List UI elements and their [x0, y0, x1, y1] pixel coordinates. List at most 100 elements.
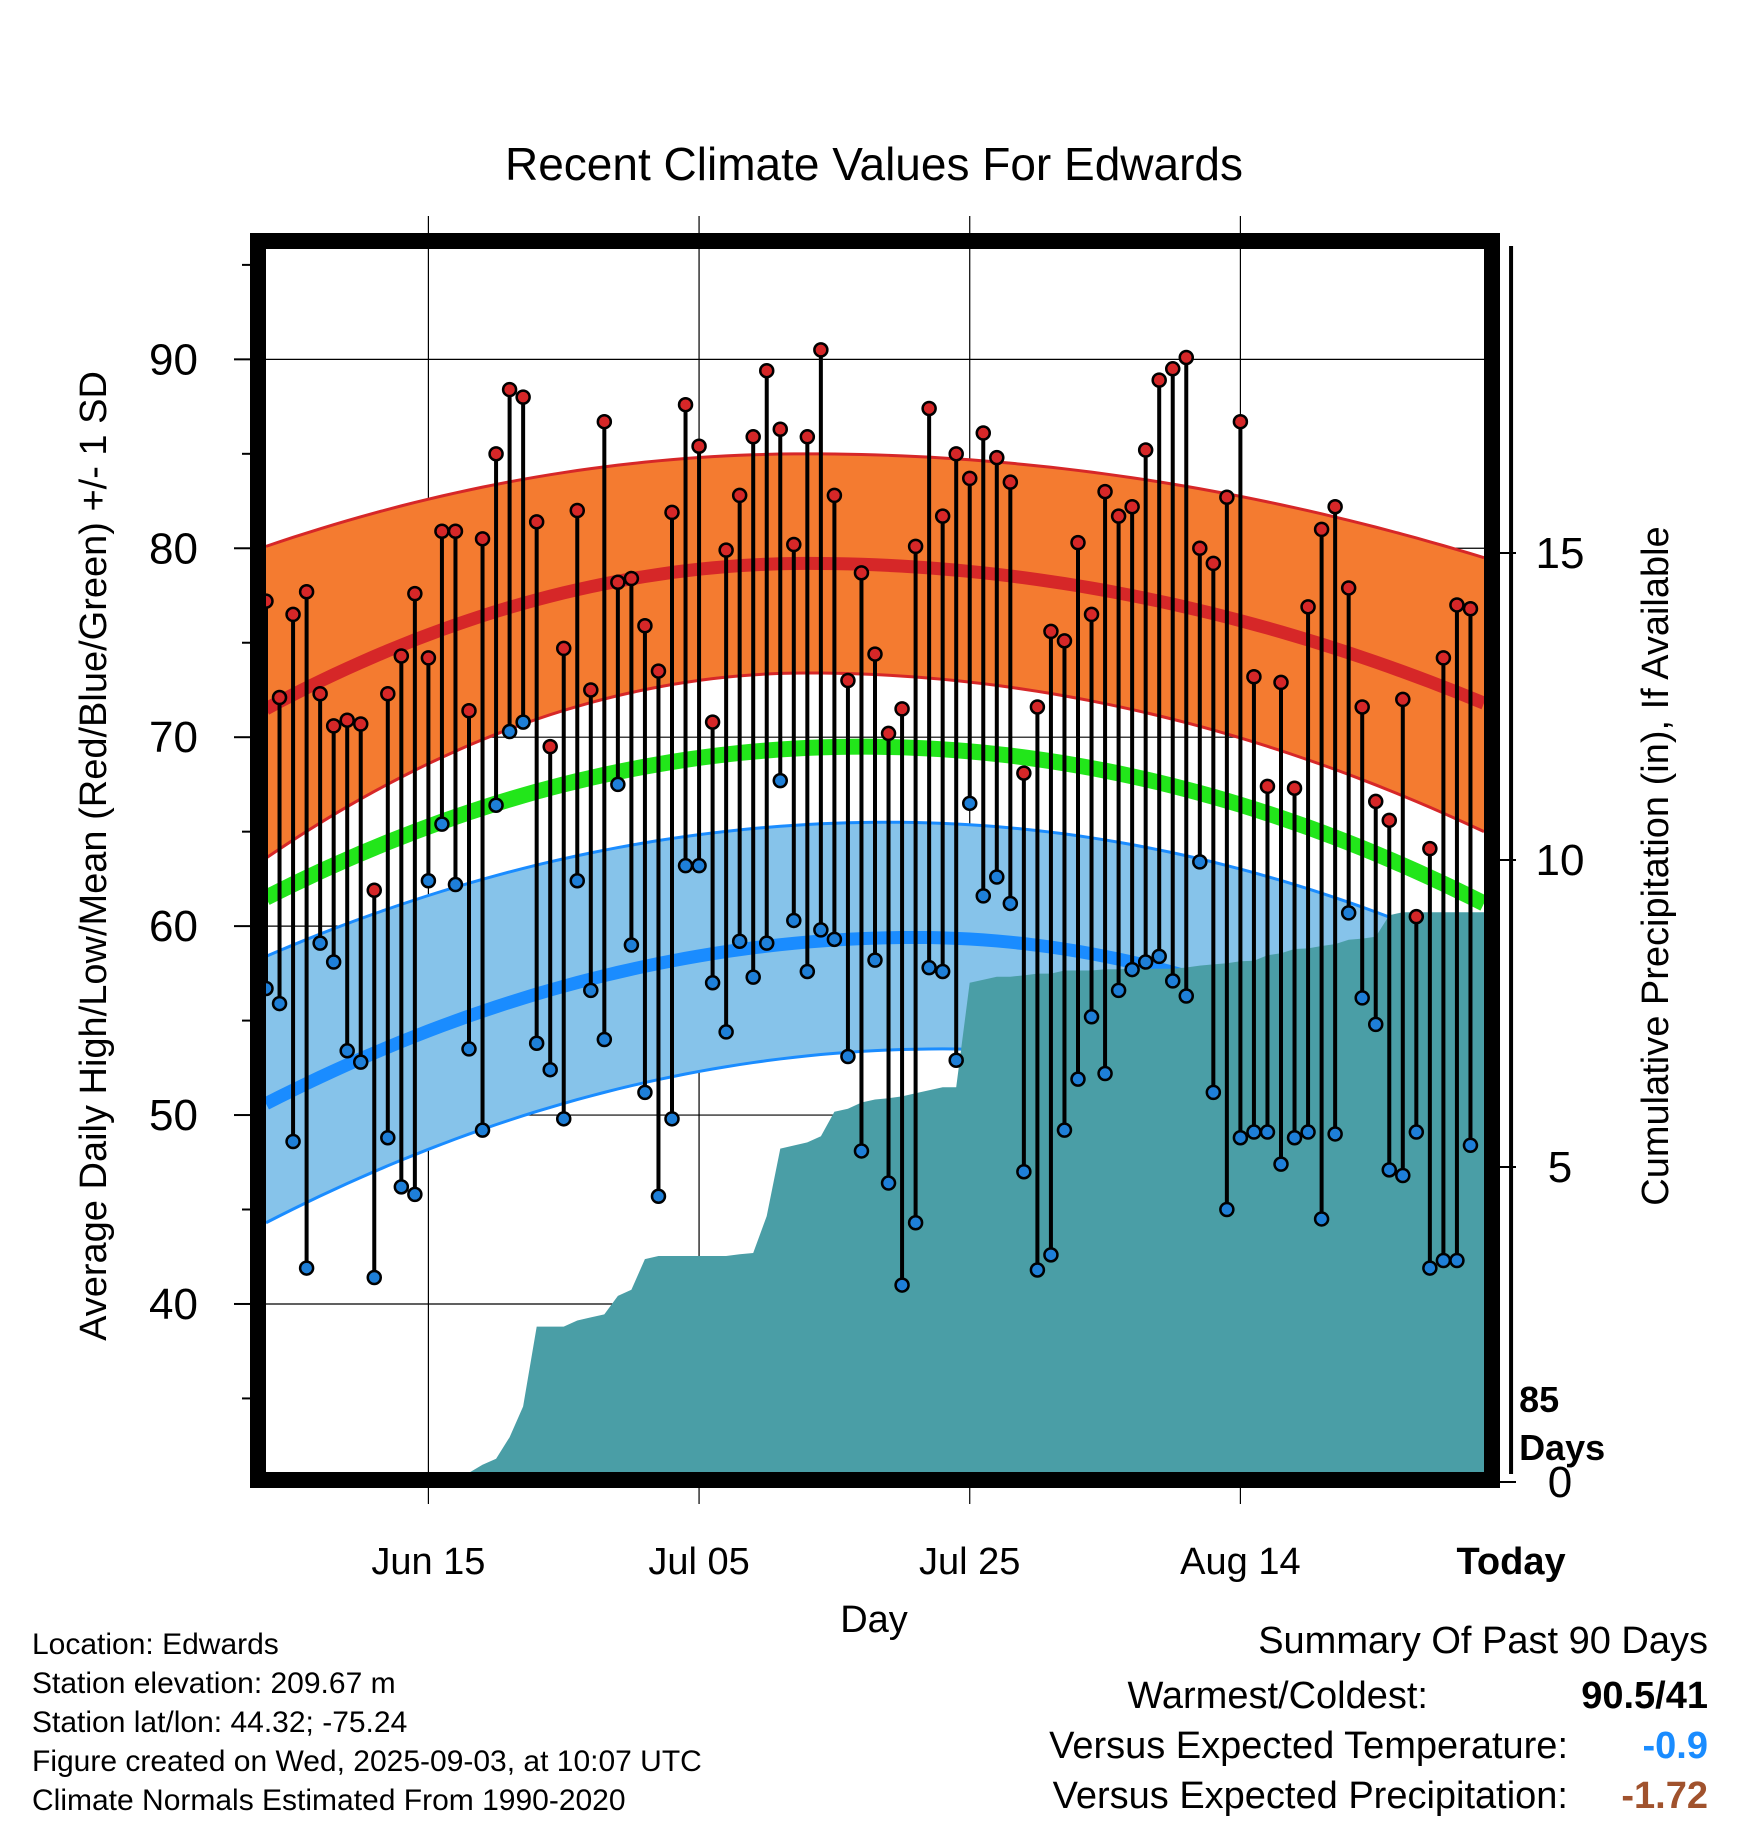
low-point-33 [704, 975, 721, 991]
low-point-2 [285, 1133, 301, 1150]
footer-created: Figure created on Wed, 2025-09-03, at 10… [32, 1745, 702, 1778]
low-point-44 [853, 1143, 870, 1159]
high-point-28 [637, 617, 653, 634]
low-point-20 [528, 1035, 545, 1052]
low-point-47 [894, 1277, 910, 1293]
high-point-30 [664, 504, 680, 521]
low-point-31 [677, 857, 694, 874]
low-point-23 [569, 873, 586, 889]
low-point-15 [461, 1041, 477, 1057]
y-tick-label-80: 80 [149, 524, 198, 573]
summary-title: Summary Of Past 90 Days [1258, 1620, 1708, 1662]
low-point-12 [420, 873, 437, 889]
high-point-41 [813, 342, 829, 358]
high-point-44 [853, 565, 870, 581]
low-point-63 [1110, 982, 1127, 999]
high-point-55 [1002, 474, 1019, 490]
high-point-6 [339, 712, 355, 728]
low-sd-band [266, 822, 1484, 1240]
high-point-49 [921, 400, 937, 417]
chart-title: Recent Climate Values For Edwards [505, 138, 1243, 190]
high-point-72 [1232, 413, 1249, 430]
high-point-18 [501, 381, 518, 398]
today-annotation-1: Days [1519, 1427, 1605, 1468]
high-point-9 [380, 685, 396, 702]
low-point-32 [691, 857, 707, 874]
high-point-83 [1381, 812, 1398, 829]
plot-frame [250, 233, 1500, 1488]
low-point-51 [948, 1052, 964, 1069]
low-point-7 [352, 1054, 369, 1070]
low-point-58 [1043, 1247, 1059, 1263]
low-point-50 [934, 963, 951, 980]
high-point-82 [1367, 793, 1384, 810]
high-point-29 [650, 663, 667, 679]
high-point-21 [542, 738, 558, 755]
low-point-75 [1273, 1156, 1289, 1172]
low-point-85 [1408, 1124, 1425, 1140]
low-point-54 [989, 869, 1005, 885]
high-point-27 [623, 570, 640, 587]
low-point-29 [650, 1188, 667, 1205]
high-point-70 [1205, 555, 1222, 572]
high-point-12 [420, 650, 437, 666]
low-point-38 [772, 772, 789, 789]
high-point-66 [1151, 372, 1167, 388]
high-point-38 [772, 421, 789, 438]
footer-normals: Climate Normals Estimated From 1990-2020 [32, 1784, 626, 1817]
high-point-46 [880, 725, 897, 742]
high-point-37 [758, 362, 775, 379]
high-point-69 [1192, 540, 1208, 557]
high-point-80 [1340, 580, 1357, 596]
summary-precip-label: Versus Expected Precipitation: [1052, 1775, 1568, 1817]
high-point-40 [799, 429, 816, 445]
low-point-64 [1124, 961, 1140, 978]
low-point-18 [501, 723, 518, 740]
low-point-21 [542, 1061, 558, 1078]
footer-elevation: Station elevation: 209.67 m [32, 1667, 396, 1700]
low-point-19 [515, 714, 531, 730]
high-point-34 [718, 542, 734, 558]
high-point-7 [352, 716, 369, 732]
low-point-17 [488, 797, 504, 813]
high-point-3 [298, 583, 315, 600]
low-point-81 [1354, 990, 1370, 1006]
low-point-16 [474, 1122, 491, 1138]
x-tick-label-1: Jul 05 [648, 1541, 749, 1583]
summary-temp-label: Versus Expected Temperature: [1049, 1725, 1568, 1767]
high-point-16 [474, 531, 491, 547]
summary-temp-value: -0.9 [1642, 1725, 1708, 1767]
high-point-32 [691, 438, 707, 455]
low-point-9 [380, 1129, 396, 1146]
low-point-57 [1029, 1262, 1046, 1278]
high-point-84 [1395, 691, 1411, 708]
low-point-60 [1070, 1071, 1086, 1087]
low-point-88 [1449, 1252, 1465, 1269]
low-point-61 [1083, 1009, 1100, 1025]
summary-warmest-coldest-label: Warmest/Coldest: [1127, 1675, 1428, 1717]
summary-warmest-coldest-value: 90.5/41 [1581, 1675, 1708, 1717]
low-point-67 [1164, 973, 1181, 989]
high-point-25 [596, 413, 613, 430]
low-point-78 [1313, 1211, 1330, 1227]
high-point-11 [407, 585, 423, 602]
low-point-55 [1002, 895, 1019, 912]
high-point-13 [434, 523, 450, 540]
summary-precip-value: -1.72 [1621, 1775, 1708, 1817]
high-point-53 [975, 425, 992, 441]
x-tick-label-3: Aug 14 [1180, 1541, 1300, 1583]
x-axis-label: Day [840, 1599, 908, 1641]
high-point-79 [1327, 498, 1343, 515]
low-point-11 [407, 1186, 423, 1203]
high-point-48 [907, 538, 924, 555]
low-point-1 [271, 995, 288, 1012]
high-point-50 [934, 508, 951, 524]
high-point-62 [1097, 483, 1113, 500]
high-point-14 [447, 523, 464, 540]
high-sd-band-edge-0 [265, 452, 1485, 560]
y-tick-label-40: 40 [149, 1280, 198, 1329]
low-point-83 [1381, 1162, 1398, 1178]
y2-tick-label-0: 0 [1548, 1458, 1572, 1507]
low-point-26 [610, 776, 626, 793]
y-tick-label-60: 60 [149, 902, 198, 951]
